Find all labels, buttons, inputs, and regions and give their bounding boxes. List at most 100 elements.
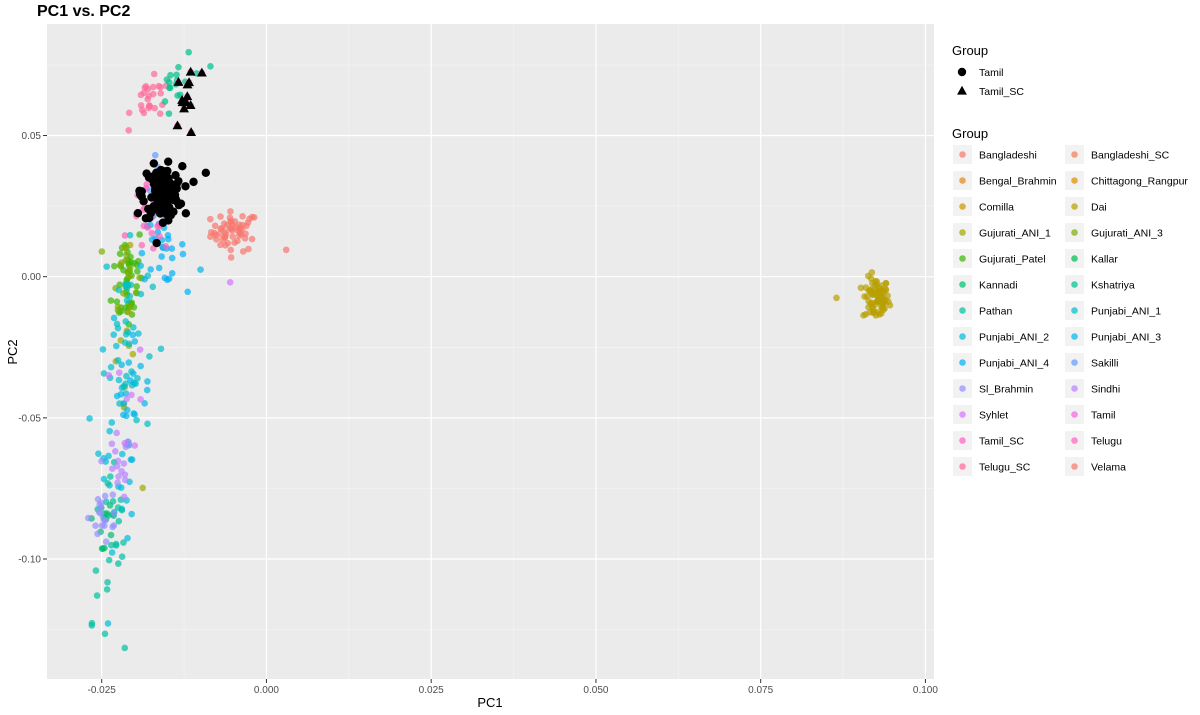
data-point — [863, 293, 871, 300]
data-point — [121, 232, 129, 239]
data-point — [122, 390, 130, 397]
x-tick-label: -0.025 — [88, 685, 117, 696]
x-axis-ticks: -0.025 0.000 0.025 0.050 0.075 0.100 — [88, 679, 938, 696]
data-point — [98, 248, 106, 255]
data-point — [108, 549, 116, 556]
x-axis-label: PC1 — [477, 695, 502, 710]
data-point — [86, 415, 93, 422]
data-point — [120, 460, 128, 467]
y-tick-label: -0.10 — [18, 555, 41, 566]
data-point — [105, 556, 113, 564]
data-point — [879, 304, 886, 311]
data-point — [128, 510, 135, 518]
color-legend-label: Gujurati_ANI_3 — [1091, 228, 1163, 240]
shape-legend: Group Tamil Tamil_SC — [952, 43, 1024, 98]
color-legend-key — [1071, 385, 1078, 392]
data-point — [136, 231, 143, 238]
y-axis-label: PC2 — [5, 339, 20, 364]
color-legend-key — [959, 281, 966, 288]
data-point — [126, 264, 134, 272]
data-point — [110, 331, 118, 339]
data-point — [126, 241, 134, 249]
data-point — [143, 180, 151, 188]
color-legend-label: Comilla — [979, 202, 1014, 214]
color-legend-label: Syhlet — [979, 410, 1008, 422]
data-point — [833, 294, 840, 302]
color-legend-key — [1071, 463, 1078, 470]
data-point — [129, 350, 137, 358]
color-legend-key — [959, 463, 966, 470]
color-legend-key — [1071, 333, 1078, 340]
data-point — [137, 262, 145, 270]
data-point — [146, 353, 153, 360]
highlight-point-tamil — [176, 199, 186, 208]
data-point — [197, 266, 204, 273]
data-point — [149, 83, 157, 91]
color-legend-label: Telugu_SC — [979, 462, 1031, 474]
data-point — [130, 324, 137, 331]
data-point — [141, 275, 149, 283]
data-point — [156, 232, 163, 240]
data-point — [217, 213, 224, 220]
data-point — [164, 232, 172, 239]
data-point — [227, 254, 235, 261]
highlight-point-tamil — [149, 159, 159, 168]
data-point — [184, 288, 191, 296]
color-legend-key — [1071, 203, 1078, 210]
data-point — [165, 110, 173, 117]
color-legend-key — [1071, 437, 1078, 444]
data-point — [115, 376, 123, 384]
data-point — [241, 235, 249, 242]
data-point — [224, 239, 232, 247]
data-point — [139, 484, 147, 492]
data-point — [95, 508, 103, 516]
data-point — [157, 89, 165, 97]
data-point — [107, 473, 114, 480]
data-point — [130, 370, 137, 377]
highlight-point-tamil-sc — [196, 67, 207, 77]
data-point — [119, 411, 127, 419]
color-legend-key — [959, 385, 966, 392]
grid-minor — [47, 24, 934, 679]
data-point — [118, 384, 126, 392]
data-point — [137, 91, 145, 99]
highlight-layer — [133, 66, 211, 248]
color-legend: Group Bangladeshi Bangladeshi_SC Bengal_Br… — [952, 126, 1188, 476]
data-point — [113, 392, 121, 400]
highlight-point-tamil — [152, 170, 162, 180]
color-legend-label: Punjabi_ANI_3 — [1091, 332, 1161, 344]
data-point — [109, 523, 116, 531]
data-point — [877, 285, 885, 293]
highlight-point-tamil — [168, 192, 178, 201]
highlight-point-tamil — [181, 182, 190, 191]
data-point — [125, 127, 133, 134]
shape-legend-key-triangle — [957, 85, 967, 95]
data-point — [115, 560, 122, 567]
data-point — [107, 297, 115, 304]
highlight-point-tamil-sc — [185, 66, 196, 76]
data-point — [132, 380, 139, 388]
data-point — [161, 98, 169, 105]
color-legend-label: Sakilli — [1091, 358, 1118, 370]
data-point — [128, 391, 135, 399]
data-point — [145, 104, 152, 112]
data-point — [227, 217, 235, 225]
data-point — [151, 104, 158, 112]
data-point — [238, 225, 246, 233]
color-legend-key — [959, 229, 966, 236]
data-point — [166, 84, 174, 92]
data-point — [114, 324, 122, 332]
data-point — [100, 475, 108, 483]
color-legend-key — [959, 333, 966, 340]
data-point — [121, 644, 129, 652]
color-legend-key — [959, 203, 966, 210]
data-point — [248, 235, 256, 243]
data-point — [185, 48, 192, 56]
highlight-point-tamil — [158, 185, 168, 194]
x-tick-label: 0.025 — [419, 685, 444, 696]
data-point — [123, 297, 131, 304]
color-legend-label: Sindhi — [1091, 384, 1120, 396]
data-point — [221, 234, 229, 241]
highlight-point-tamil — [163, 157, 173, 166]
data-point — [93, 592, 101, 599]
